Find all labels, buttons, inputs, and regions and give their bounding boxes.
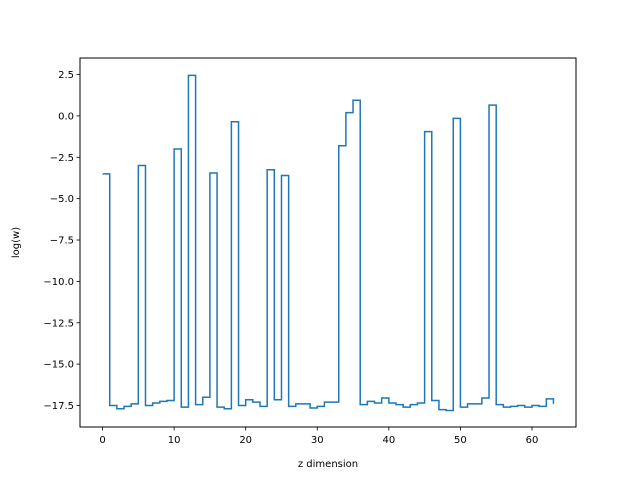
series-layer	[102, 74, 555, 412]
y-axis: 2.5 0.0 −2.5 −5.0 −7.5 −10.0 −12.5 −15.0 −17.5	[43, 70, 80, 412]
y-tick-label: −2.5	[50, 153, 74, 164]
x-tick-label: 20	[239, 435, 252, 446]
x-tick-label: 40	[382, 435, 395, 446]
x-tick-label: 50	[454, 435, 467, 446]
x-tick-label: 30	[311, 435, 324, 446]
x-tick-label: 60	[526, 435, 539, 446]
x-axis: 0 10 20 30 40 50 60	[99, 427, 538, 446]
plot-area	[80, 58, 576, 427]
y-tick-label: −7.5	[50, 236, 74, 247]
y-tick-label: −17.5	[43, 401, 74, 412]
x-axis-label: z dimension	[298, 459, 358, 470]
axes-frame	[79, 57, 577, 428]
y-tick-label: −10.0	[43, 277, 74, 288]
y-tick-label: 0.0	[58, 111, 74, 122]
x-tick-label: 10	[168, 435, 181, 446]
y-tick-label: −12.5	[43, 318, 74, 329]
y-tick-label: −5.0	[50, 194, 74, 205]
series-line	[102, 74, 555, 412]
y-axis-label: log(w)	[11, 227, 22, 258]
x-tick-label: 0	[99, 435, 105, 446]
y-tick-label: −15.0	[43, 360, 74, 371]
y-tick-label: 2.5	[58, 70, 74, 81]
